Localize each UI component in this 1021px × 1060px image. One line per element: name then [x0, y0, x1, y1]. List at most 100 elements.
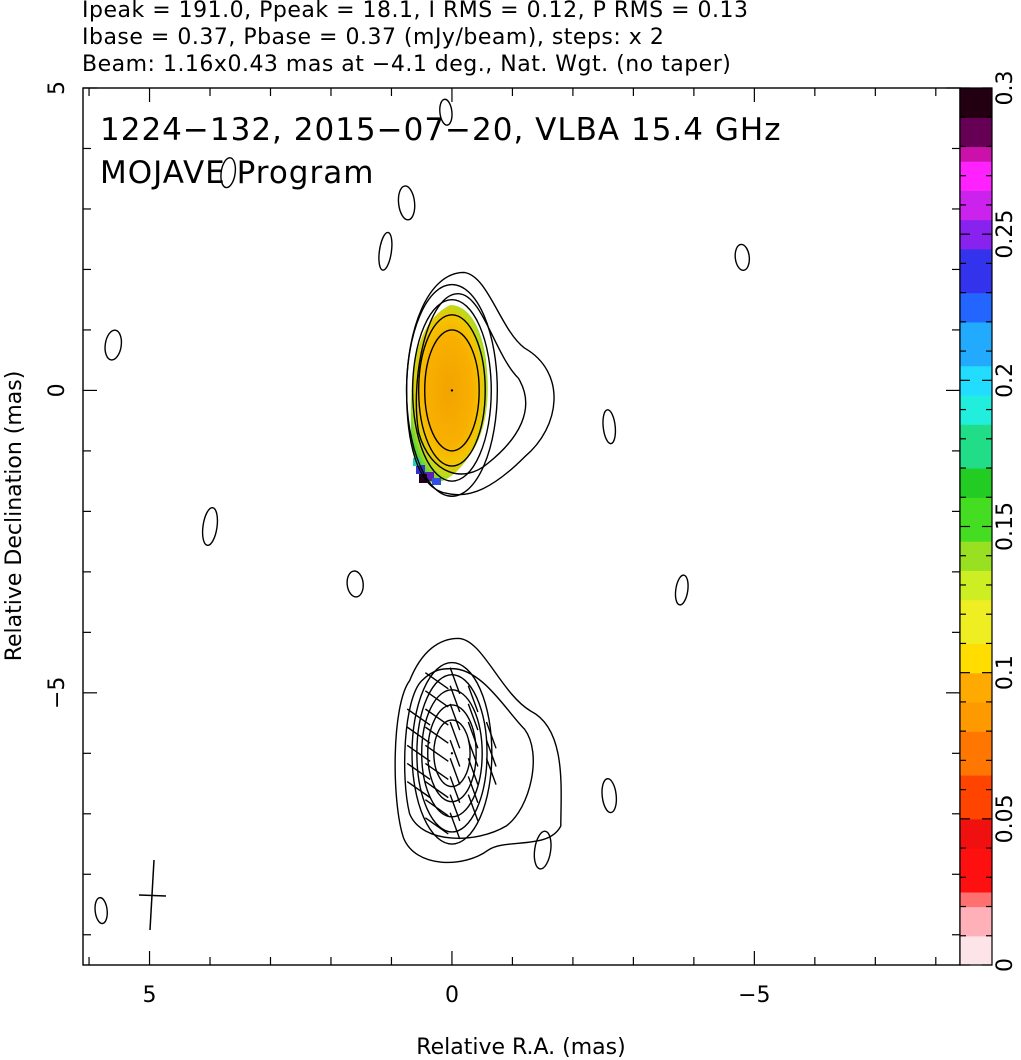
evpa-vector	[449, 667, 461, 695]
noise-contour	[439, 98, 453, 126]
noise-contour	[602, 409, 617, 445]
colorbar	[960, 88, 992, 966]
colorbar-segment	[960, 848, 992, 864]
colorbar-segment	[960, 146, 992, 162]
evpa-vector	[424, 672, 449, 690]
colorbar-segment	[960, 906, 992, 922]
x-tick-label: 0	[445, 983, 459, 1008]
colorbar-segment	[960, 950, 992, 966]
evpa-vector	[424, 817, 449, 835]
colorbar-segment	[960, 351, 992, 367]
evpa-vector	[467, 703, 479, 731]
x-tick-label: −5	[738, 983, 770, 1008]
contour-lines	[94, 98, 751, 925]
colorbar-segment	[960, 468, 992, 484]
evpa-vector	[406, 762, 431, 781]
evpa-vector	[406, 780, 431, 799]
colorbar-segment	[960, 248, 992, 264]
noise-contour	[397, 185, 416, 221]
colorbar-segment	[960, 204, 992, 221]
evpa-vector	[485, 721, 497, 749]
colorbar-segment	[960, 745, 992, 761]
plot-frame	[82, 87, 961, 966]
evpa-vector	[449, 685, 461, 713]
evpa-vector	[449, 739, 461, 767]
colorbar-segment	[960, 541, 992, 557]
colorbar-segment	[960, 161, 992, 177]
colorbar-segment	[960, 731, 992, 747]
contour-envelope	[403, 667, 534, 839]
evpa-vector	[449, 758, 461, 785]
colorbar-tick-label: 0.1	[993, 655, 1018, 690]
colorbar-segment	[960, 234, 992, 250]
colorbar-segment	[960, 818, 992, 835]
noise-contour	[94, 896, 108, 925]
colorbar-segment	[960, 877, 992, 893]
colorbar-segment	[960, 102, 992, 118]
evpa-vector	[485, 758, 497, 785]
colorbar-segment	[960, 687, 992, 703]
evpa-vector	[467, 739, 479, 767]
colorbar-segment	[960, 219, 992, 235]
noise-contour	[601, 778, 618, 814]
colorbar-segment	[960, 497, 992, 513]
contour-ring	[427, 704, 477, 803]
colorbar-tick-label: 0.25	[993, 210, 1018, 259]
evpa-vector	[467, 721, 479, 749]
noise-contour	[220, 157, 237, 189]
evpa-vector	[406, 744, 431, 762]
evpa-vector	[424, 708, 449, 726]
contour-envelope	[394, 637, 562, 864]
contour-ring	[411, 298, 492, 482]
colorbar-tick-label: 0.3	[993, 71, 1018, 106]
colorbar-segment	[960, 424, 992, 440]
overlay-title: 1224−132, 2015−07−20, VLBA 15.4 GHz	[100, 112, 781, 148]
colorbar-segment	[960, 278, 992, 294]
colorbar-segment	[960, 438, 992, 455]
contour-ring	[433, 719, 471, 788]
contour-envelope	[415, 292, 527, 475]
colorbar-segment	[960, 672, 992, 688]
colorbar-segment	[960, 292, 992, 308]
colorbar-segment	[960, 716, 992, 732]
colorbar-tick-labels: 0 0.05 0.1 0.15 0.2 0.25 0.3	[993, 71, 1018, 973]
colorbar-segment	[960, 760, 992, 776]
evpa-vector	[467, 685, 479, 713]
evpa-vectors	[406, 667, 497, 840]
colorbar-segment	[960, 701, 992, 718]
colorbar-segment	[960, 336, 992, 352]
colorbar-segment	[960, 365, 992, 381]
x-axis-title: Relative R.A. (mas)	[416, 1035, 625, 1060]
colorbar-tick-label: 0.15	[993, 502, 1018, 551]
axis-tick-labels: 5 0 −5 5 0 −5	[45, 81, 771, 1008]
evpa-vector	[467, 758, 479, 785]
header-line-2: Ibase = 0.37, Pbase = 0.37 (mJy/beam), s…	[82, 25, 665, 50]
evpa-vector	[467, 776, 479, 803]
colorbar-segment	[960, 453, 992, 469]
evpa-vector	[424, 726, 449, 744]
colorbar-segment	[960, 131, 992, 148]
evpa-vector	[424, 799, 449, 817]
colorbar-segment	[960, 789, 992, 805]
colorbar-segment	[960, 599, 992, 615]
colorbar-segment	[960, 526, 992, 542]
beam-marker	[138, 859, 167, 931]
noise-contour	[201, 506, 219, 547]
colorbar-segment	[960, 555, 992, 571]
colorbar-segment	[960, 409, 992, 425]
contour-ring	[417, 314, 486, 467]
colorbar-tick-label: 0.05	[993, 794, 1018, 843]
contour-envelope	[405, 271, 555, 496]
evpa-vector	[449, 776, 461, 803]
colorbar-segment	[960, 584, 992, 601]
colorbar-tick-label: 0.2	[993, 363, 1018, 398]
evpa-vector	[467, 794, 479, 822]
colorbar-segment	[960, 774, 992, 791]
evpa-vector	[449, 703, 461, 731]
colorbar-segment	[960, 891, 992, 908]
colorbar-segment	[960, 862, 992, 878]
evpa-vector	[406, 726, 431, 744]
contour-ring	[416, 673, 488, 833]
colorbar-segment	[960, 628, 992, 645]
